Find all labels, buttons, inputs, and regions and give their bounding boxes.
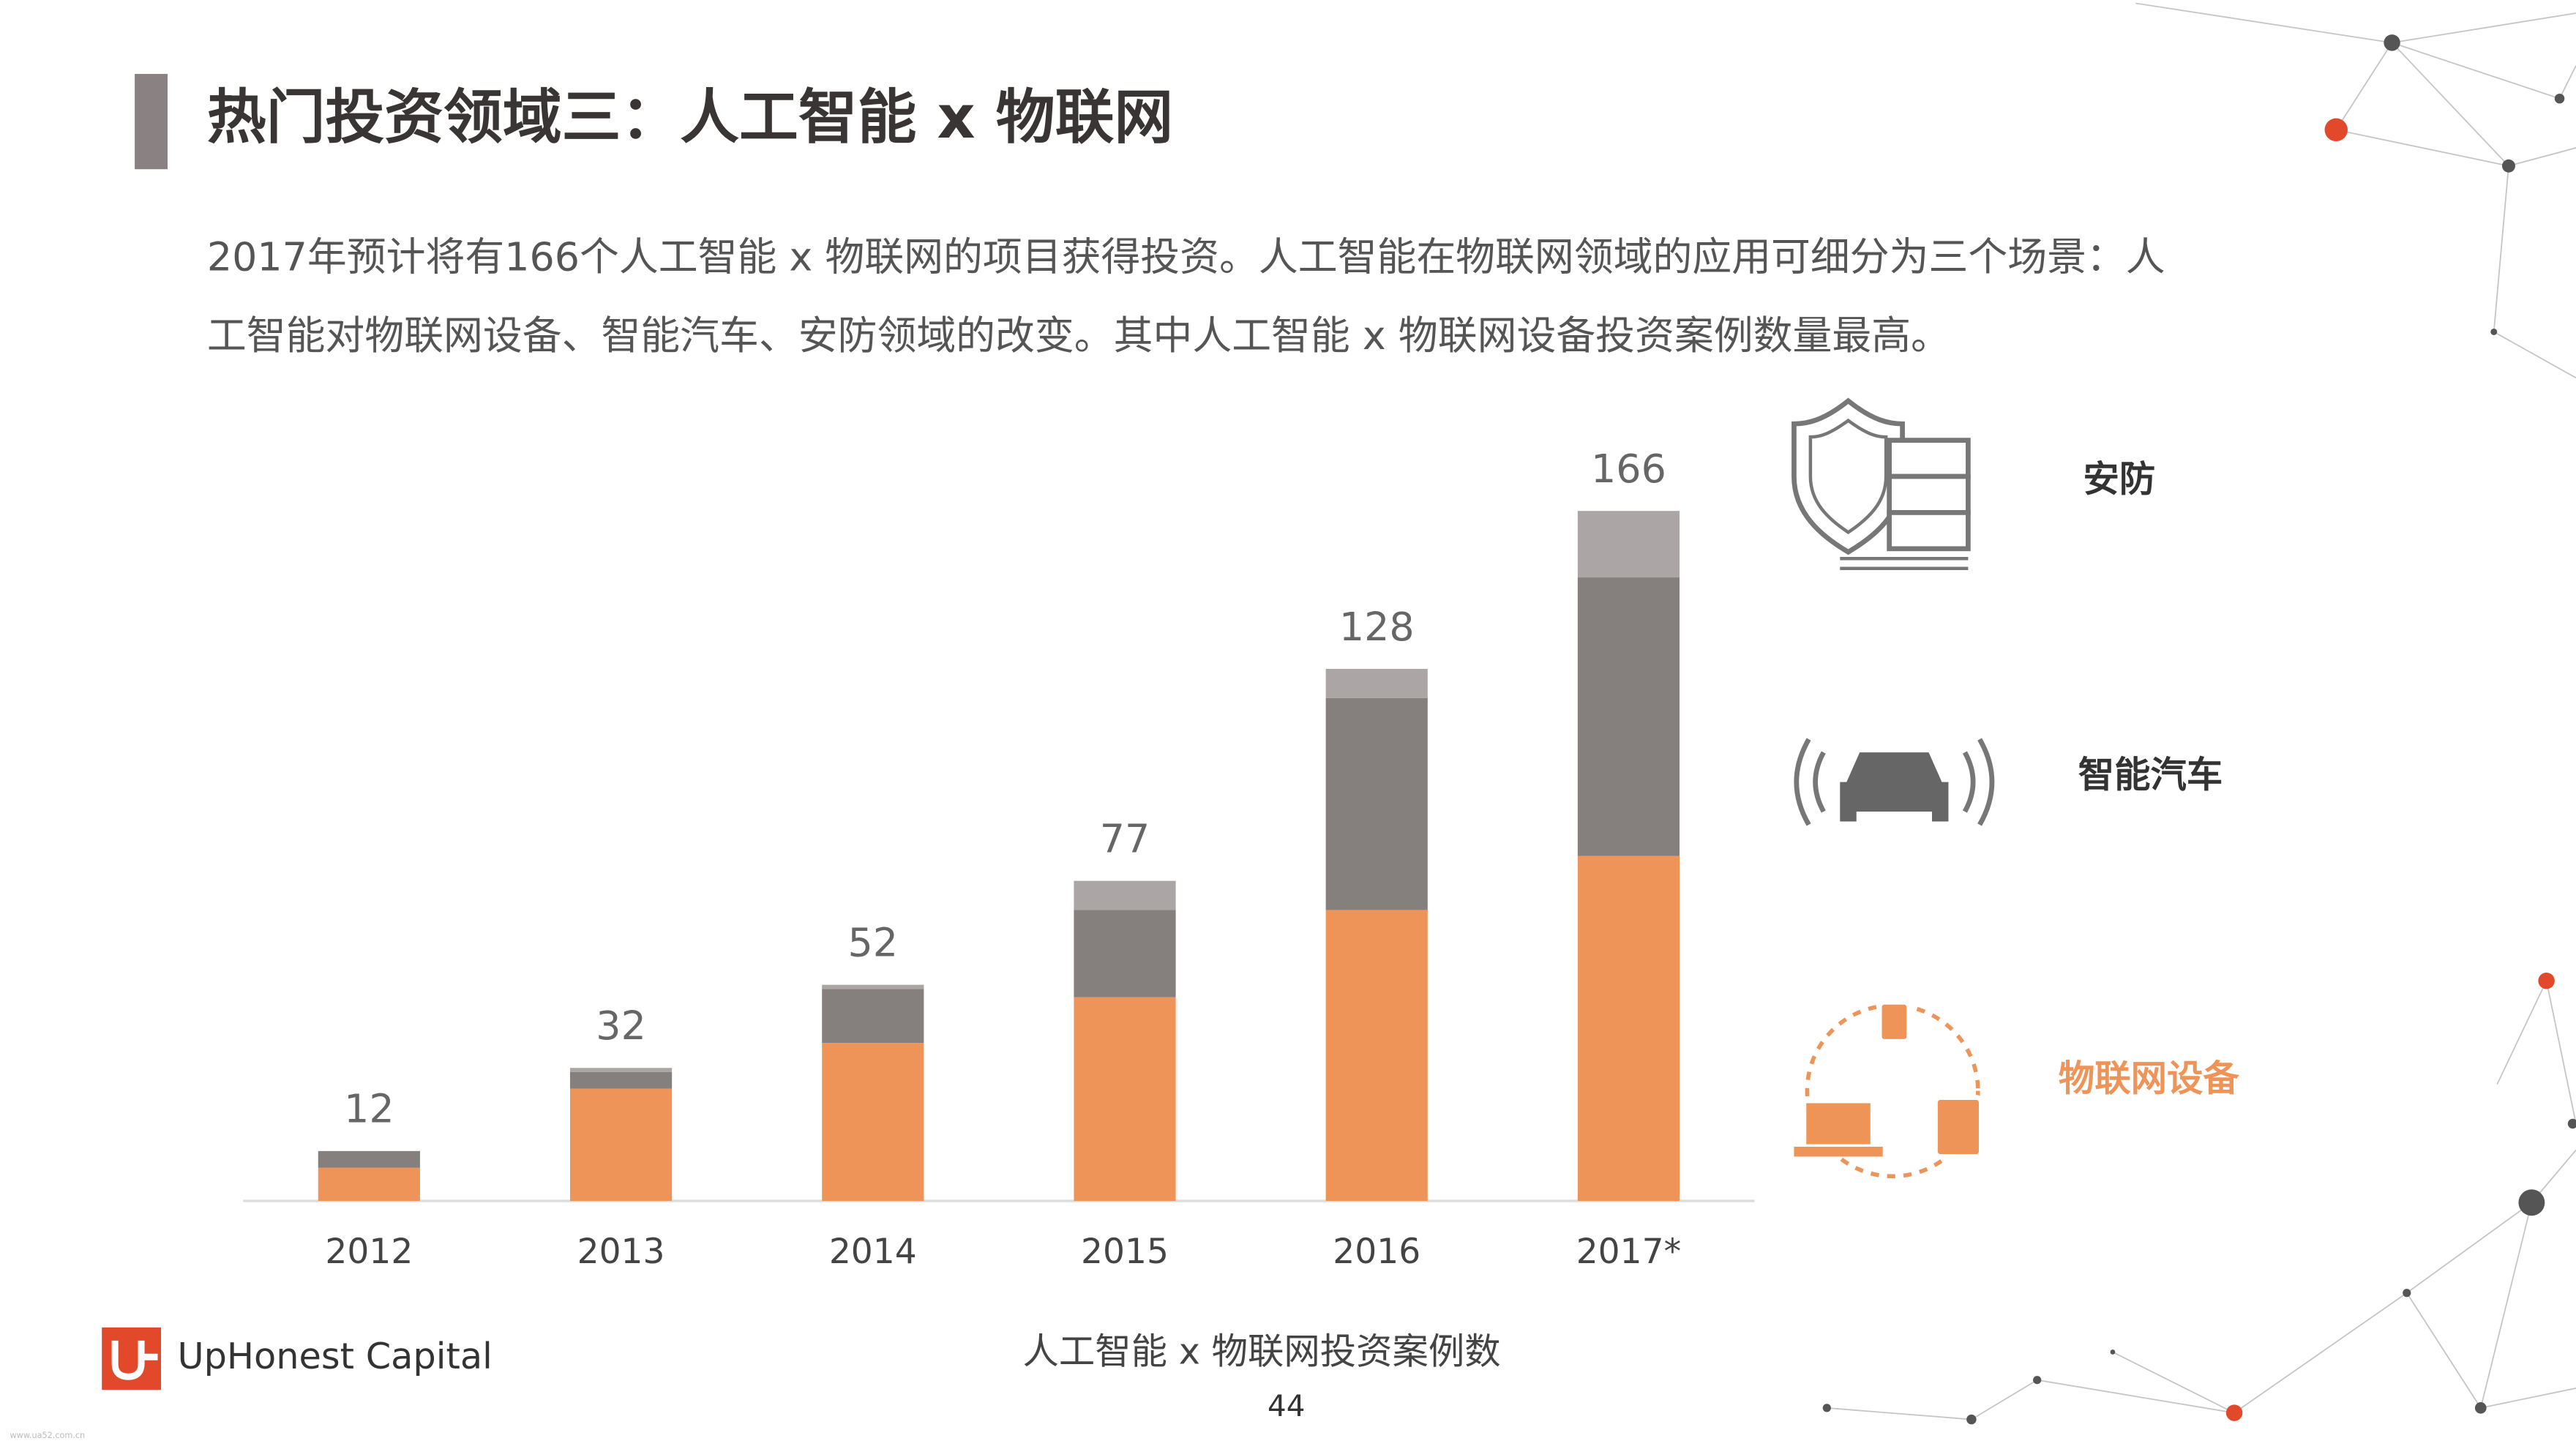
total-label: 52	[848, 919, 899, 965]
x-axis-title: 人工智能 x 物联网投资案例数	[1023, 1330, 1501, 1372]
network-decoration	[1822, 2, 2576, 1425]
legend-label: 安防	[2083, 457, 2156, 500]
bar-segment	[1325, 910, 1428, 1202]
bar-segment	[569, 1068, 673, 1072]
bar-segment	[569, 1071, 673, 1089]
legend-label: 智能汽车	[2078, 753, 2223, 795]
bar-segment	[822, 984, 924, 989]
page-number: 44	[1268, 1388, 1305, 1423]
bar-segment	[1325, 697, 1428, 910]
total-label: 12	[344, 1086, 394, 1132]
total-label: 77	[1100, 815, 1150, 861]
bar-segment	[569, 1088, 673, 1202]
bar-segment	[822, 1043, 924, 1202]
total-label: 128	[1339, 604, 1415, 650]
watermark: www.ua52.com.cn	[10, 1431, 85, 1440]
total-label: 166	[1591, 446, 1666, 492]
car-icon	[1794, 738, 1995, 826]
legend-label: 物联网设备	[2059, 1057, 2240, 1100]
x-tick-label: 2014	[829, 1232, 917, 1272]
security-icon	[1791, 397, 1971, 570]
bar-segment	[1325, 668, 1428, 698]
bar-segment	[1074, 880, 1176, 910]
bar-segment	[318, 1150, 420, 1168]
description-line: 2017年预计将有166个人工智能 x 物联网的项目获得投资。人工智能在物联网领…	[207, 233, 2165, 280]
x-tick-label: 2016	[1333, 1232, 1420, 1272]
description-line: 工智能对物联网设备、智能汽车、安防领域的改变。其中人工智能 x 物联网设备投资案…	[207, 312, 1950, 359]
bar-segment	[1577, 511, 1680, 578]
x-tick-label: 2013	[577, 1232, 665, 1272]
title: 热门投资领域三：人工智能 x 物联网	[207, 83, 1173, 152]
title-bar	[135, 74, 168, 170]
logo-glyph	[111, 1340, 158, 1380]
bar-segment	[1074, 997, 1176, 1202]
iot-icon	[1794, 1000, 1984, 1179]
bar-segment	[318, 1167, 420, 1202]
bar-segment	[822, 989, 924, 1044]
logo-text: UpHonest Capital	[177, 1335, 492, 1377]
bar-segment	[1577, 577, 1680, 856]
bar-segment	[1074, 910, 1176, 997]
x-tick-label: 2017*	[1576, 1232, 1682, 1272]
total-label: 32	[596, 1003, 646, 1049]
x-tick-label: 2015	[1081, 1232, 1169, 1272]
bar-segment	[1577, 855, 1680, 1202]
x-tick-label: 2012	[325, 1232, 413, 1272]
